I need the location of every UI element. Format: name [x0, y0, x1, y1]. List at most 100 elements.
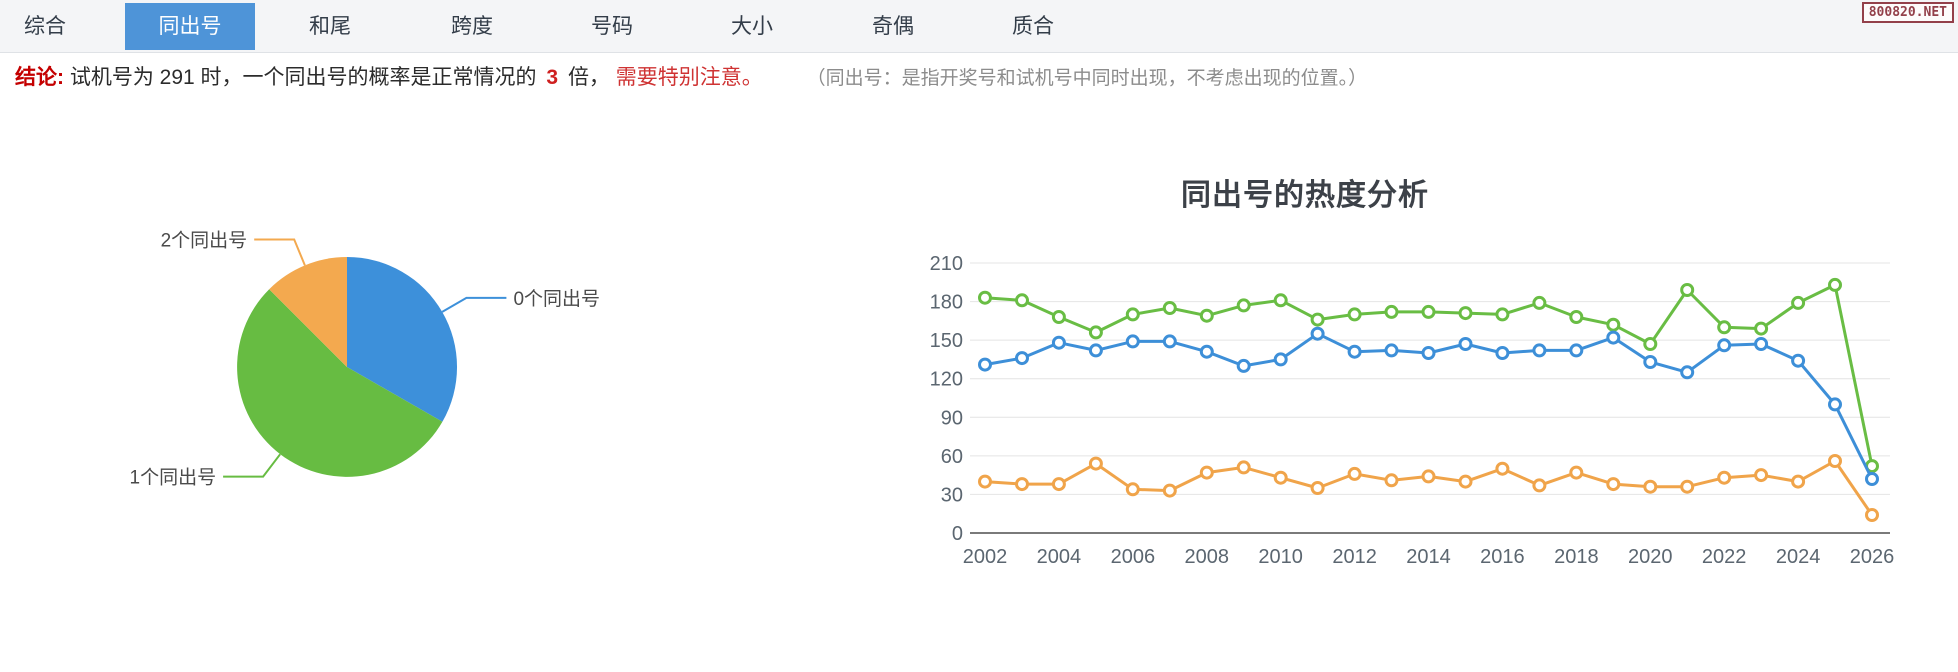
tab-zonghe[interactable]: 综合 — [24, 15, 66, 38]
data-point-2个同出号-2022[interactable] — [1717, 470, 1732, 485]
conclusion-warning: 需要特别注意。 — [615, 66, 763, 89]
data-point-2个同出号-2026[interactable] — [1865, 508, 1879, 522]
data-point-2个同出号-2009[interactable] — [1236, 460, 1251, 475]
data-point-1个同出号-2003[interactable] — [1015, 293, 1029, 308]
data-point-0个同出号-2006[interactable] — [1125, 334, 1140, 349]
data-point-0个同出号-2013[interactable] — [1384, 343, 1399, 358]
data-point-0个同出号-2003[interactable] — [1015, 351, 1029, 366]
x-tick-label: 2018 — [1554, 546, 1599, 568]
data-point-2个同出号-2023[interactable] — [1754, 468, 1769, 483]
data-point-0个同出号-2008[interactable] — [1199, 344, 1214, 359]
data-point-0个同出号-2004[interactable] — [1051, 335, 1066, 350]
data-point-2个同出号-2012[interactable] — [1347, 466, 1362, 481]
x-tick-label: 2004 — [1037, 546, 1082, 568]
data-point-0个同出号-2016[interactable] — [1495, 346, 1510, 360]
data-point-1个同出号-2017[interactable] — [1532, 295, 1547, 310]
data-point-0个同出号-2023[interactable] — [1754, 337, 1769, 351]
data-point-2个同出号-2005[interactable] — [1088, 456, 1103, 471]
data-point-2个同出号-2011[interactable] — [1310, 481, 1325, 495]
tab-zhihe[interactable]: 质合 — [1012, 15, 1054, 38]
data-point-1个同出号-2014[interactable] — [1421, 304, 1436, 319]
data-point-1个同出号-2005[interactable] — [1088, 325, 1103, 340]
data-point-2个同出号-2018[interactable] — [1569, 465, 1584, 480]
data-point-2个同出号-2004[interactable] — [1051, 477, 1066, 492]
data-point-0个同出号-2020[interactable] — [1643, 355, 1658, 369]
tab-kuadu[interactable]: 跨度 — [451, 15, 493, 38]
pie-slice-0个同出号[interactable] — [347, 257, 458, 422]
x-tick-label: 2014 — [1406, 546, 1451, 568]
data-point-1个同出号-2022[interactable] — [1717, 320, 1732, 335]
data-point-1个同出号-2012[interactable] — [1347, 307, 1362, 322]
data-point-0个同出号-2024[interactable] — [1791, 353, 1806, 368]
data-point-0个同出号-2015[interactable] — [1458, 337, 1473, 351]
data-point-2个同出号-2021[interactable] — [1680, 479, 1695, 494]
data-point-0个同出号-2017[interactable] — [1532, 343, 1547, 358]
data-point-0个同出号-2007[interactable] — [1162, 334, 1177, 349]
data-point-2个同出号-2003[interactable] — [1015, 477, 1029, 492]
data-point-1个同出号-2009[interactable] — [1236, 298, 1251, 313]
y-tick-label: 0 — [952, 523, 963, 545]
data-point-1个同出号-2025[interactable] — [1828, 277, 1842, 292]
pie-slice-1个同出号[interactable] — [237, 289, 443, 477]
data-point-2个同出号-2002[interactable] — [978, 474, 992, 489]
data-point-1个同出号-2024[interactable] — [1791, 295, 1806, 310]
data-point-0个同出号-2014[interactable] — [1421, 346, 1436, 360]
pie-leader-2个同出号 — [254, 238, 306, 266]
data-point-2个同出号-2017[interactable] — [1532, 478, 1547, 493]
data-point-1个同出号-2015[interactable] — [1458, 306, 1473, 321]
data-point-0个同出号-2021[interactable] — [1680, 365, 1695, 380]
data-point-2个同出号-2015[interactable] — [1458, 474, 1473, 489]
data-point-1个同出号-2008[interactable] — [1199, 308, 1214, 323]
pie-chart[interactable]: 0个同出号 1个同出号 2个同出号 — [60, 180, 700, 517]
tab-qiou[interactable]: 奇偶 — [872, 15, 914, 38]
line-chart-title: 同出号的热度分析 — [1181, 179, 1429, 212]
data-point-2个同出号-2019[interactable] — [1606, 477, 1621, 492]
conclusion-text-1: 试机号为 291 时，一个同出号的概率是正常情况的 — [69, 66, 537, 89]
data-point-2个同出号-2014[interactable] — [1421, 469, 1436, 484]
data-point-2个同出号-2020[interactable] — [1643, 479, 1658, 494]
x-tick-label: 2012 — [1332, 546, 1377, 568]
data-point-0个同出号-2009[interactable] — [1236, 358, 1251, 373]
data-point-1个同出号-2011[interactable] — [1310, 312, 1325, 327]
data-point-2个同出号-2016[interactable] — [1495, 461, 1510, 476]
data-point-0个同出号-2019[interactable] — [1606, 330, 1621, 345]
data-point-1个同出号-2002[interactable] — [978, 290, 992, 305]
tab-daxiao[interactable]: 大小 — [731, 15, 773, 38]
series-line-2个同出号 — [983, 459, 1874, 517]
tab-haoma[interactable]: 号码 — [591, 15, 633, 38]
data-point-0个同出号-2026[interactable] — [1865, 472, 1879, 486]
data-point-2个同出号-2006[interactable] — [1125, 482, 1140, 497]
pie-slice-2个同出号[interactable] — [269, 257, 347, 367]
data-point-2个同出号-2010[interactable] — [1273, 470, 1288, 485]
data-point-0个同出号-2022[interactable] — [1717, 338, 1732, 353]
data-point-1个同出号-2007[interactable] — [1162, 301, 1177, 315]
data-point-1个同出号-2016[interactable] — [1495, 307, 1510, 322]
tab-hewei[interactable]: 和尾 — [309, 15, 351, 38]
tab-tongchuhao[interactable]: 同出号 — [125, 3, 255, 50]
x-tick-label: 2026 — [1850, 546, 1895, 568]
data-point-0个同出号-2011[interactable] — [1310, 326, 1325, 341]
data-point-1个同出号-2004[interactable] — [1051, 310, 1066, 324]
data-point-0个同出号-2012[interactable] — [1347, 344, 1362, 359]
data-point-0个同出号-2002[interactable] — [978, 357, 992, 372]
line-chart[interactable]: 0 30 60 90 120 150 180 210 2002 2004 2006 2008 2010 2… — [915, 245, 1925, 585]
data-point-0个同出号-2018[interactable] — [1569, 343, 1584, 358]
data-point-1个同出号-2019[interactable] — [1606, 317, 1621, 332]
data-point-0个同出号-2010[interactable] — [1273, 352, 1288, 367]
data-point-1个同出号-2020[interactable] — [1643, 337, 1658, 351]
data-point-1个同出号-2023[interactable] — [1754, 321, 1769, 336]
data-point-1个同出号-2018[interactable] — [1569, 310, 1584, 324]
data-point-2个同出号-2025[interactable] — [1828, 454, 1842, 468]
data-point-1个同出号-2010[interactable] — [1273, 293, 1288, 308]
data-point-2个同出号-2013[interactable] — [1384, 473, 1399, 488]
data-point-1个同出号-2006[interactable] — [1125, 307, 1140, 322]
data-point-2个同出号-2024[interactable] — [1791, 474, 1806, 489]
data-point-0个同出号-2005[interactable] — [1088, 343, 1103, 358]
data-point-0个同出号-2025[interactable] — [1828, 397, 1842, 412]
data-point-1个同出号-2021[interactable] — [1680, 283, 1695, 297]
data-point-1个同出号-2013[interactable] — [1384, 304, 1399, 319]
x-tick-label: 2020 — [1628, 546, 1673, 568]
data-point-2个同出号-2007[interactable] — [1162, 483, 1177, 498]
x-tick-label: 2022 — [1702, 546, 1747, 568]
data-point-2个同出号-2008[interactable] — [1199, 465, 1214, 480]
